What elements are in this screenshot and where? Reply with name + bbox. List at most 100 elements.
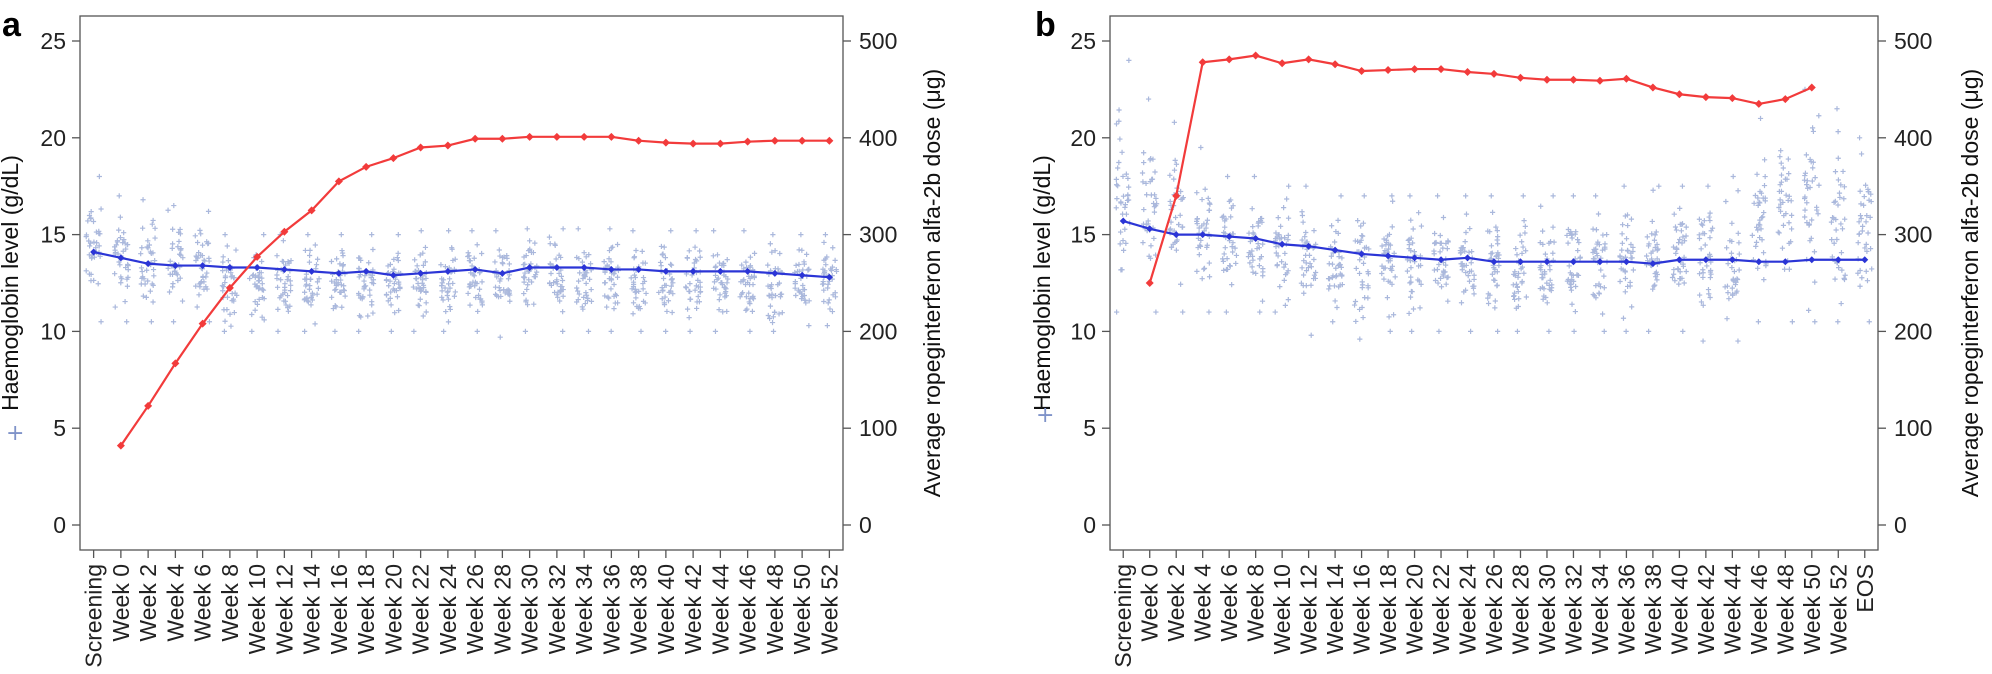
individual-value-point: [1513, 281, 1520, 287]
individual-value-point: [1444, 245, 1450, 252]
individual-value-point: [474, 328, 480, 334]
individual-value-point: [743, 307, 749, 313]
individual-value-point: [1352, 238, 1358, 244]
individual-value-point: [1511, 271, 1517, 278]
individual-value-point: [1811, 249, 1818, 255]
individual-value-point: [386, 283, 392, 289]
individual-value-point: [1379, 243, 1385, 249]
individual-value-point: [1232, 245, 1238, 251]
individual-value-point: [795, 287, 802, 293]
individual-value-point: [1362, 295, 1368, 301]
y-tick-label: 0: [1083, 512, 1096, 538]
individual-value-point: [695, 284, 702, 290]
individual-value-point: [1617, 278, 1623, 285]
individual-value-point: [224, 294, 231, 300]
individual-value-point: [1141, 150, 1147, 156]
individual-value-point: [1540, 296, 1546, 302]
individual-value-point: [1120, 237, 1126, 244]
individual-value-point: [228, 274, 234, 280]
dose-point: [416, 143, 425, 152]
individual-value-point: [1470, 283, 1476, 289]
individual-value-point: [1696, 271, 1703, 277]
individual-value-point: [642, 300, 648, 306]
individual-value-point: [1466, 249, 1472, 255]
individual-value-point: [1457, 250, 1464, 256]
individual-value-point: [1550, 193, 1556, 199]
individual-value-point: [832, 257, 838, 263]
y2-tick-label: 500: [1894, 28, 1932, 54]
individual-value-point: [1250, 224, 1256, 230]
y-tick-label: 25: [40, 28, 66, 54]
individual-value-point: [1706, 251, 1713, 258]
individual-value-point: [775, 266, 781, 272]
individual-value-point: [1352, 298, 1359, 305]
individual-value-point: [307, 247, 313, 253]
individual-value-point: [1671, 211, 1677, 217]
individual-value-point: [1521, 218, 1527, 224]
individual-value-point: [792, 285, 798, 291]
individual-value-point: [1789, 319, 1795, 325]
individual-value-point: [419, 280, 425, 286]
individual-value-point: [394, 254, 400, 261]
individual-value-point: [1119, 149, 1125, 155]
individual-value-point: [169, 284, 176, 290]
individual-value-point: [668, 283, 674, 289]
dose-point: [144, 401, 153, 410]
individual-value-point: [712, 328, 719, 334]
x-tick-label: Week 44: [1719, 564, 1745, 655]
individual-value-point: [1304, 239, 1310, 245]
individual-value-point: [660, 251, 666, 257]
individual-value-point: [582, 274, 588, 280]
individual-value-point: [1835, 319, 1841, 325]
individual-value-point: [387, 261, 394, 268]
individual-value-point: [1119, 267, 1125, 273]
individual-value-point: [547, 261, 553, 267]
dose-point: [580, 132, 589, 141]
individual-value-point: [1838, 221, 1844, 227]
individual-value-point: [1303, 229, 1309, 236]
individual-value-point: [233, 247, 239, 253]
dose-point: [634, 136, 643, 145]
individual-value-point: [1546, 328, 1552, 334]
individual-value-point: [1840, 168, 1846, 175]
individual-value-point: [1839, 267, 1845, 273]
individual-value-point: [1699, 222, 1706, 228]
individual-value-point: [1407, 280, 1413, 286]
individual-value-point: [1651, 283, 1657, 289]
individual-value-point: [1360, 314, 1366, 321]
individual-value-point: [1789, 212, 1795, 219]
individual-value-point: [504, 252, 510, 259]
individual-value-point: [669, 276, 675, 282]
individual-value-point: [1806, 221, 1812, 227]
individual-value-point: [305, 232, 311, 238]
individual-value-point: [1757, 115, 1764, 122]
individual-value-point: [1171, 228, 1177, 234]
individual-value-point: [1777, 154, 1783, 160]
individual-value-point: [1303, 252, 1309, 259]
individual-value-point: [1698, 221, 1705, 227]
individual-value-point: [640, 286, 646, 292]
individual-value-point: [329, 278, 335, 284]
individual-value-point: [88, 215, 94, 221]
individual-value-point: [628, 275, 634, 281]
individual-value-point: [172, 268, 178, 274]
individual-value-point: [1228, 205, 1235, 211]
individual-value-point: [526, 277, 532, 283]
individual-value-point: [602, 293, 608, 299]
individual-value-point: [1780, 222, 1787, 228]
individual-value-point: [1816, 113, 1822, 119]
panel-letter-a: a: [2, 6, 22, 44]
individual-value-point: [1595, 239, 1601, 245]
individual-value-point: [333, 277, 339, 283]
individual-value-point: [1272, 309, 1278, 315]
individual-value-point: [533, 272, 539, 278]
x-tick-label: Week 30: [1534, 564, 1560, 654]
individual-value-point: [1365, 271, 1371, 277]
x-tick-label: EOS: [1852, 564, 1878, 613]
individual-value-point: [259, 294, 266, 301]
haemoglobin-mean-point: [526, 264, 534, 272]
individual-value-point: [1597, 284, 1604, 290]
individual-value-point: [222, 273, 229, 279]
individual-value-point: [388, 289, 394, 295]
individual-value-point: [492, 259, 498, 265]
